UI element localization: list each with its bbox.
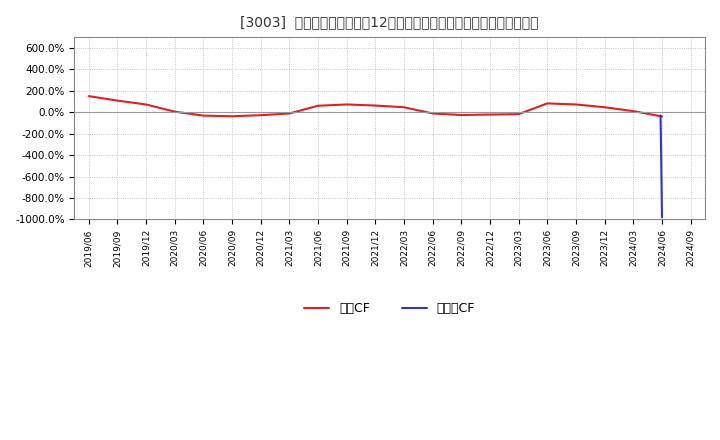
- 営業CF: [371, 103, 379, 108]
- フリーCF: [656, 113, 665, 118]
- 営業CF: [113, 98, 122, 103]
- 営業CF: [256, 113, 265, 118]
- 営業CF: [543, 101, 552, 106]
- 営業CF: [199, 113, 207, 118]
- 営業CF: [400, 105, 408, 110]
- 営業CF: [142, 102, 150, 107]
- 営業CF: [285, 111, 294, 116]
- 営業CF: [486, 112, 495, 117]
- 営業CF: [342, 102, 351, 107]
- 営業CF: [629, 109, 638, 114]
- 営業CF: [171, 109, 179, 114]
- フリーCF: [657, 215, 666, 220]
- 営業CF: [514, 111, 523, 117]
- Title: [3003]  キャッシュフローの12か月移動合計の対前年同期増減率の推移: [3003] キャッシュフローの12か月移動合計の対前年同期増減率の推移: [240, 15, 539, 29]
- 営業CF: [572, 102, 580, 107]
- 営業CF: [457, 112, 466, 117]
- 営業CF: [428, 111, 437, 116]
- Legend: 営業CF, フリーCF: 営業CF, フリーCF: [305, 302, 475, 315]
- Line: 営業CF: 営業CF: [89, 96, 662, 117]
- 営業CF: [600, 105, 609, 110]
- 営業CF: [657, 114, 666, 119]
- 営業CF: [314, 103, 323, 108]
- Line: フリーCF: フリーCF: [660, 115, 662, 217]
- 営業CF: [84, 93, 93, 99]
- 営業CF: [228, 114, 236, 119]
